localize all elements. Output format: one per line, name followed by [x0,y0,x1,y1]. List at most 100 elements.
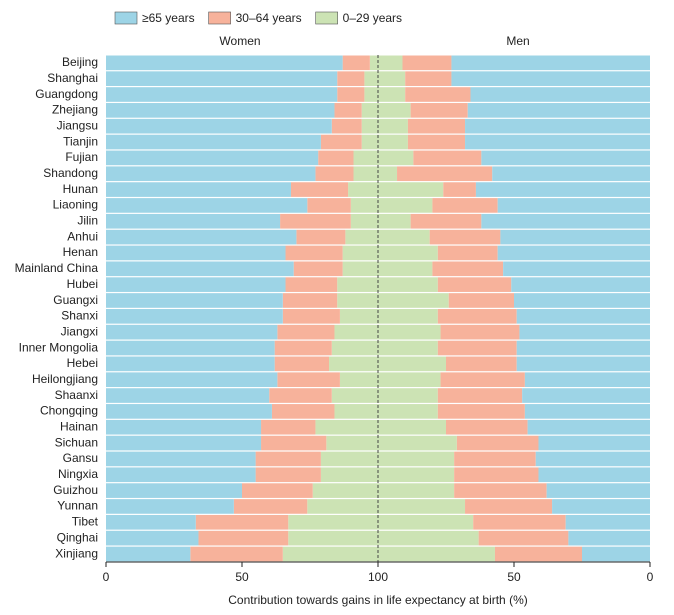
y-tick-label: Sichuan [55,435,98,449]
bar-segment [348,182,378,197]
bar-segment [106,103,335,118]
bar-segment [552,499,650,514]
bar-segment [467,103,650,118]
y-tick-label: Tibet [72,515,99,529]
bar-segment [378,419,446,435]
bar-segment [337,277,378,292]
bar-segment [437,388,523,403]
bar-segment [413,150,482,166]
bar-segment [337,71,365,86]
x-tick-label: 0 [103,570,110,584]
bar-segment [261,435,327,451]
bar-segment [342,261,378,277]
bar-segment [106,198,308,213]
bar-segment [106,546,191,562]
bar-segment [443,182,476,197]
bar-segment [410,213,482,229]
bar-segment [451,55,650,71]
bar-segment [106,293,283,308]
bar-segment [497,198,650,213]
bar-segment [378,261,433,277]
bar-segment [397,166,493,182]
bar-segment [516,309,650,324]
y-tick-label: Mainland China [15,261,99,275]
bar-segment [448,293,514,308]
bar-segment [407,134,466,150]
bar-segment [378,198,433,213]
bar-segment [470,87,650,102]
bar-segment [242,483,313,498]
bar-segment [255,451,321,467]
bar-segment [378,182,444,197]
bar-segment [378,356,446,372]
bar-segment [280,213,351,229]
bar-segment [378,55,403,71]
bar-segment [106,182,291,197]
bar-segment [527,419,650,435]
bar-segment [514,293,650,308]
bar-segment [378,451,455,467]
bar-segment [524,404,650,419]
y-tick-label: Gansu [63,451,98,465]
bar-segment [106,324,278,340]
y-tick-label: Shaanxi [55,388,98,402]
bar-segment [106,150,319,166]
bar-segment [334,404,378,419]
bar-segment [378,150,414,166]
bar-segment [440,324,520,340]
y-tick-label: Tianjin [63,134,98,148]
bar-segment [378,134,408,150]
bar-segment [437,309,517,324]
bar-segment [106,530,199,546]
bar-segment [282,293,338,308]
legend-swatch [315,11,338,25]
bar-segment [106,118,332,134]
bar-segment [440,372,525,388]
y-tick-label: Shanxi [61,309,98,323]
x-tick-label: 50 [235,570,249,584]
bar-segment [378,213,411,229]
bar-segment [378,103,411,118]
bar-segment [277,372,340,388]
bar-segment [446,419,528,435]
bar-segment [345,229,378,245]
bar-segment [465,499,553,514]
bar-segment [378,293,449,308]
bar-segment [511,277,650,292]
bar-segment [282,309,340,324]
y-tick-label: Anhui [67,229,98,243]
panel-title: Men [506,34,529,48]
bar-segment [329,356,378,372]
bar-segment [274,340,332,356]
bar-segment [106,388,270,403]
bar-segment [285,277,338,292]
bar-segment [546,483,650,498]
bar-segment [106,245,286,261]
bar-segment [524,372,650,388]
bar-segment [342,55,370,71]
y-tick-label: Hunan [63,182,98,196]
bar-segment [277,324,335,340]
bar-segment [106,213,281,229]
bar-segment [582,546,650,562]
y-tick-label: Hubei [67,277,98,291]
bar-segment [481,213,650,229]
bar-segment [492,166,650,182]
bar-segment [481,150,650,166]
bar-segment [378,71,406,86]
bar-segment [106,71,338,86]
bar-segment [405,71,452,86]
bar-segment [378,166,398,182]
bar-segment [326,435,378,451]
bar-segment [106,404,272,419]
bar-segment [378,404,438,419]
bar-segment [497,245,650,261]
bar-segment [364,87,378,102]
bar-segment [522,388,650,403]
bar-segment [500,229,650,245]
bar-segment [378,483,455,498]
bar-segment [378,514,474,530]
bar-segment [378,499,466,514]
bar-segment [320,451,378,467]
